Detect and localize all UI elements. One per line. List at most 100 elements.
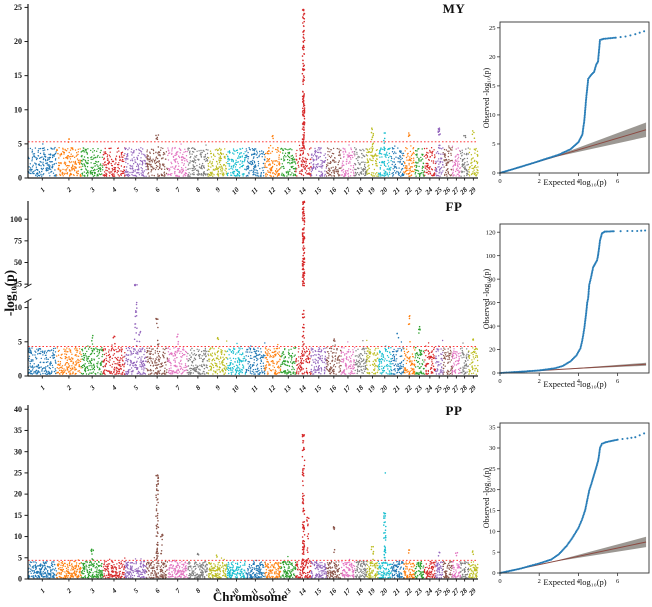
- svg-text:80: 80: [489, 276, 496, 283]
- svg-text:25: 25: [432, 383, 444, 395]
- svg-text:22: 22: [402, 185, 414, 195]
- svg-text:25: 25: [432, 586, 444, 598]
- svg-text:7: 7: [174, 586, 182, 594]
- svg-text:7: 7: [174, 185, 182, 193]
- svg-text:4: 4: [577, 578, 581, 585]
- svg-text:13: 13: [282, 185, 293, 195]
- svg-text:16: 16: [328, 383, 339, 394]
- svg-text:20: 20: [378, 383, 390, 395]
- svg-text:60: 60: [489, 300, 496, 307]
- svg-text:0: 0: [492, 570, 495, 577]
- svg-text:5: 5: [492, 141, 495, 148]
- svg-text:25: 25: [432, 185, 444, 195]
- svg-text:0: 0: [18, 575, 22, 584]
- svg-text:25: 25: [14, 3, 22, 12]
- svg-text:16: 16: [328, 586, 339, 597]
- svg-text:9: 9: [214, 586, 222, 594]
- svg-text:22: 22: [402, 586, 414, 598]
- svg-text:6: 6: [616, 578, 620, 585]
- svg-text:12: 12: [267, 586, 278, 597]
- svg-text:0: 0: [492, 170, 495, 177]
- svg-text:23: 23: [413, 383, 425, 395]
- panel-title-pp: PP: [445, 403, 463, 418]
- svg-text:30: 30: [489, 445, 496, 452]
- svg-text:28: 28: [458, 383, 470, 395]
- svg-text:16: 16: [328, 185, 339, 195]
- svg-text:15: 15: [489, 508, 496, 515]
- svg-text:2: 2: [64, 586, 73, 595]
- svg-text:10: 10: [489, 112, 496, 119]
- svg-text:13: 13: [282, 586, 293, 597]
- svg-text:2: 2: [538, 178, 541, 185]
- svg-text:5: 5: [132, 383, 140, 391]
- svg-text:10: 10: [14, 303, 22, 312]
- svg-text:18: 18: [355, 185, 366, 195]
- svg-text:29: 29: [467, 383, 479, 395]
- svg-text:6: 6: [153, 185, 161, 193]
- svg-text:25: 25: [489, 466, 496, 473]
- svg-text:25: 25: [14, 280, 22, 289]
- svg-text:40: 40: [14, 405, 22, 414]
- svg-text:75: 75: [14, 236, 22, 245]
- svg-text:15: 15: [14, 71, 22, 80]
- svg-text:20: 20: [14, 37, 22, 46]
- svg-text:0: 0: [498, 378, 501, 385]
- svg-text:23: 23: [413, 185, 425, 195]
- svg-text:15: 15: [14, 511, 22, 520]
- svg-text:26: 26: [441, 586, 453, 598]
- svg-text:8: 8: [194, 383, 202, 391]
- svg-text:4: 4: [110, 586, 119, 595]
- svg-text:15: 15: [313, 185, 324, 195]
- svg-text:21: 21: [391, 186, 402, 195]
- svg-text:10: 10: [14, 532, 22, 541]
- svg-text:20: 20: [489, 54, 496, 61]
- svg-text:10: 10: [14, 105, 22, 114]
- svg-text:1: 1: [39, 384, 47, 392]
- svg-text:0: 0: [498, 578, 501, 585]
- svg-text:2: 2: [64, 383, 73, 392]
- svg-text:6: 6: [616, 178, 620, 185]
- y-axis-label: -log₁₀(p): [2, 269, 17, 317]
- svg-text:5: 5: [132, 586, 140, 594]
- svg-text:18: 18: [355, 383, 366, 394]
- svg-text:35: 35: [14, 426, 22, 435]
- qq-y-axis-label-my: Observed -log₁₀(p): [482, 67, 491, 129]
- svg-text:0: 0: [18, 174, 22, 183]
- svg-text:10: 10: [489, 529, 496, 536]
- svg-text:4: 4: [577, 378, 581, 385]
- qq-x-axis-label-my: Expected -log₁₀(p): [543, 177, 607, 187]
- svg-text:3: 3: [88, 586, 97, 595]
- svg-text:28: 28: [458, 586, 470, 598]
- svg-text:24: 24: [423, 383, 435, 395]
- svg-text:9: 9: [214, 383, 222, 391]
- svg-text:29: 29: [467, 586, 479, 598]
- svg-text:5: 5: [18, 553, 22, 562]
- svg-text:22: 22: [402, 383, 414, 395]
- x-axis-label: Chromosome: [212, 589, 288, 604]
- svg-text:28: 28: [458, 185, 470, 195]
- svg-text:26: 26: [441, 185, 453, 195]
- svg-text:20: 20: [378, 185, 390, 195]
- qq-plot-my: 0 2 4 6 0 5 10 15 20 25: [489, 21, 650, 185]
- svg-text:21: 21: [391, 587, 402, 598]
- svg-text:15: 15: [489, 83, 496, 90]
- svg-text:24: 24: [423, 185, 435, 195]
- svg-text:35: 35: [489, 424, 496, 431]
- svg-text:4: 4: [577, 178, 581, 185]
- svg-text:17: 17: [342, 185, 353, 195]
- svg-text:27: 27: [450, 383, 462, 395]
- svg-text:40: 40: [489, 323, 496, 330]
- panel-title-my: MY: [442, 1, 466, 16]
- svg-text:19: 19: [366, 185, 377, 195]
- svg-text:10: 10: [230, 586, 241, 597]
- svg-text:2: 2: [538, 378, 541, 385]
- svg-text:10: 10: [230, 383, 241, 394]
- svg-text:5: 5: [18, 337, 22, 346]
- svg-text:19: 19: [366, 586, 377, 597]
- panel-title-fp: FP: [445, 199, 463, 214]
- svg-text:5: 5: [132, 185, 140, 193]
- svg-text:4: 4: [110, 185, 119, 194]
- svg-text:14: 14: [297, 586, 308, 597]
